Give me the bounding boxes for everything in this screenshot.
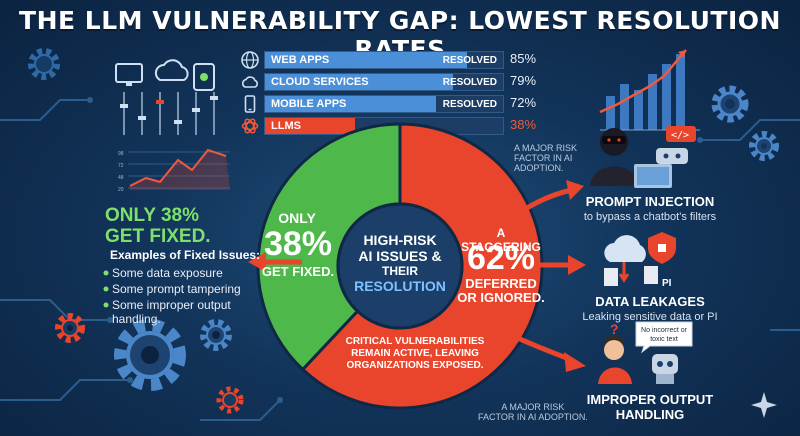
center-label-line1: HIGH-RISK [363, 232, 437, 248]
bar-row-web-apps: WEB APPS RESOLVED 85% [240, 50, 560, 70]
speech-bubble-line1: No incorrect or [641, 327, 688, 334]
svg-text:20: 20 [118, 187, 124, 193]
bar-label: CLOUD SERVICES [271, 76, 369, 88]
bar-status: RESOLVED [442, 77, 497, 88]
bar-label: LLMs [271, 120, 301, 132]
page-title: THE LLM VULNERABILITY GAP: LOWEST RESOLU… [19, 6, 781, 64]
bar-value-label: 79% [510, 73, 537, 88]
bar-label: WEB APPS [271, 54, 330, 66]
bar-track: WEB APPS RESOLVED [264, 51, 504, 69]
bar-value-label: 85% [510, 51, 537, 66]
deferred-suffix2: OR IGNORED. [457, 290, 545, 305]
android-icon [193, 63, 215, 91]
hacker-illustration: </> [590, 126, 696, 188]
note-top-line: FACTOR IN AI [514, 153, 573, 163]
arrows [248, 180, 586, 372]
cloud-upload-icon [154, 59, 189, 81]
center-label-line3: THEIR [382, 264, 418, 278]
left-subheading: Examples of Fixed Issues: [110, 248, 261, 262]
data-leakages-title: DATA LEAKAGES [595, 294, 705, 309]
gear-icon [711, 85, 749, 123]
bar-label: MOBILE APPS [271, 98, 347, 110]
bar-status: RESOLVED [442, 55, 497, 66]
monitor-icon [115, 63, 143, 86]
list-item: Some prompt tampering [112, 282, 241, 296]
bar-fill [265, 74, 454, 90]
svg-text:</>: </> [671, 130, 689, 141]
svg-text:48: 48 [118, 175, 124, 181]
gear-icon [749, 131, 779, 161]
bottom-note-line1: CRITICAL VULNERABILITIES [345, 336, 485, 347]
gear-icon [216, 386, 244, 414]
mobile-icon [244, 95, 256, 113]
bar-track: CLOUD SERVICES RESOLVED [264, 73, 504, 91]
list-item: handling. [112, 312, 161, 326]
improper-output-title-line1: IMPROPER OUTPUT [586, 392, 714, 407]
svg-text:98: 98 [118, 151, 124, 157]
bar-fill [265, 96, 437, 112]
bar-value-label: 72% [510, 95, 537, 110]
fixed-suffix: GET FIXED. [261, 264, 335, 279]
openai-icon [241, 118, 259, 134]
sparkle-icon [751, 392, 777, 418]
note-bottom-line: FACTOR IN AI ADOPTION. [478, 412, 588, 422]
gear-icon [55, 313, 85, 343]
improper-output-title-line2: HANDLING [615, 407, 685, 422]
note-top: A MAJOR RISK FACTOR IN AI ADOPTION. [514, 143, 577, 173]
prompt-injection-desc: to bypass a chatbot's filters [583, 211, 717, 223]
bottom-note-line3: ORGANIZATIONS EXPOSED. [346, 360, 484, 371]
deferred-suffix1: DEFERRED [465, 276, 537, 291]
gear-icon [114, 319, 186, 391]
note-top-line: ADOPTION. [514, 163, 564, 173]
bar-row-cloud-services: CLOUD SERVICES RESOLVED 79% [240, 72, 560, 92]
list-item: Some improper output [112, 298, 231, 312]
note-top-line: A MAJOR RISK [514, 143, 578, 153]
left-heading-line2: GET FIXED. [105, 226, 211, 247]
bottom-note-line2: REMAIN ACTIVE, LEAVING [351, 348, 479, 359]
mini-line-chart: 98 72 48 20 [118, 148, 230, 193]
left-heading: ONLY 38% GET FIXED. [105, 205, 235, 247]
data-leak-illustration: PI [604, 232, 676, 289]
deferred-prefix: A STAGGERING [461, 226, 541, 254]
globe-icon [241, 51, 259, 69]
note-bottom-line: A MAJOR RISK [501, 402, 565, 412]
fixed-prefix: ONLY [278, 210, 316, 226]
prompt-injection-title: PROMPT INJECTION [585, 194, 715, 209]
fixed-pct: 38% [263, 225, 333, 263]
gear-icon [200, 319, 232, 351]
left-heading-line1: ONLY 38% [105, 205, 199, 226]
bar-value-label: 38% [510, 117, 537, 132]
list-item: Some data exposure [112, 266, 223, 280]
bar-fill [265, 118, 356, 134]
gear-icon [28, 48, 60, 80]
bar-fill [265, 52, 468, 68]
improper-output-illustration: ? No incorrect or toxic text [598, 321, 693, 384]
bar-track: MOBILE APPS RESOLVED [264, 95, 504, 113]
svg-text:?: ? [610, 321, 619, 337]
center-label-line4: RESOLUTION [354, 278, 446, 294]
speech-bubble-line2: toxic text [650, 336, 678, 343]
data-leakages-desc: Leaking sensitive data or PI [582, 311, 718, 323]
bar-row-mobile-apps: MOBILE APPS RESOLVED 72% [240, 94, 560, 114]
svg-text:72: 72 [118, 163, 124, 169]
cloud-icon [242, 76, 258, 88]
note-bottom: A MAJOR RISK FACTOR IN AI ADOPTION. [478, 402, 588, 422]
center-label-line2: AI ISSUES & [358, 248, 442, 264]
donut-center [336, 202, 464, 330]
improper-output-title: IMPROPER OUTPUT HANDLING [580, 392, 720, 422]
deferred-pct: 62% [466, 239, 536, 277]
bar-status: RESOLVED [442, 99, 497, 110]
pi-label: PI [662, 278, 672, 289]
